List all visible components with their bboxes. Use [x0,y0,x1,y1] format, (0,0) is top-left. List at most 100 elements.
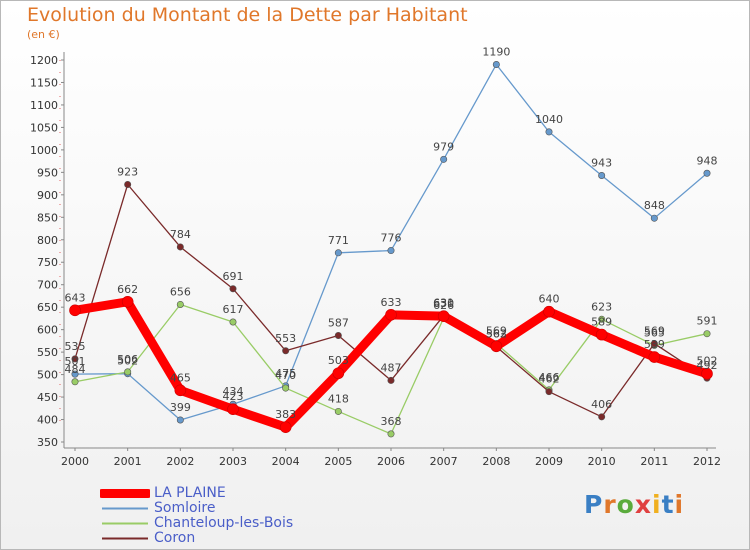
x-tick-label: 2012 [693,455,721,468]
y-tick-label: 950 [37,166,58,179]
x-tick-label: 2011 [640,455,668,468]
y-tick-label: 1050 [30,121,58,134]
data-point [334,331,342,339]
data-point [279,421,292,433]
x-tick-label: 2009 [535,455,563,468]
logo-letter: t [661,490,675,519]
data-point [229,285,237,293]
y-tick-label: 400 [37,414,58,427]
data-point [490,340,503,353]
logo-letter: i [652,490,662,519]
data-label: 923 [117,165,138,178]
data-point [282,384,290,392]
data-point [176,243,184,251]
data-point [387,430,395,438]
data-label: 423 [223,390,244,403]
legend-label: Coron [154,530,196,546]
data-label: 434 [223,385,244,398]
data-point [545,128,553,136]
data-point [124,180,132,188]
data-label: 848 [644,199,665,212]
data-point [282,347,290,355]
data-label: 565 [644,326,665,339]
y-tick-label: 500 [37,369,58,382]
data-label: 466 [539,371,560,384]
series-layer [69,60,713,438]
data-point [387,247,395,255]
data-point [176,416,184,424]
data-label: 539 [644,338,665,351]
data-label: 502 [117,355,138,368]
data-point [650,214,658,222]
data-label: 503 [328,354,349,367]
x-tick-label: 2004 [272,455,300,468]
legend-swatch [102,537,148,540]
y-tick-label: 900 [37,189,58,202]
y-tick-label: 750 [37,256,58,269]
data-point [703,169,711,177]
data-label: 948 [697,154,718,167]
chart-title: Evolution du Montant de la Dette par Hab… [27,4,468,26]
data-label: 368 [381,415,402,428]
data-label: 617 [223,303,244,316]
x-tick-label: 2006 [377,455,405,468]
data-point [176,300,184,308]
data-label: 587 [328,316,349,329]
y-tick-label: 1100 [30,99,58,112]
data-point [69,304,81,317]
data-label: 589 [591,316,612,329]
data-label: 640 [539,293,560,306]
logo-letter: P [584,490,604,519]
legend-label: Chanteloup-les-Bois [154,515,294,531]
data-label: 784 [170,228,191,241]
data-point [598,413,606,421]
line-chart: 350 400 450 500 550 600 650 700 750 800 850 900 950 1… [30,45,721,468]
data-point [701,367,713,380]
data-point [598,171,606,179]
data-point [71,355,79,363]
data-label: 470 [275,369,296,382]
x-tick-label: 2005 [324,455,352,468]
logo-letter: i [674,490,685,519]
data-point [71,378,79,386]
data-point [703,330,711,338]
logo-letter: x [634,490,652,519]
data-point [229,318,237,326]
legend-swatch [102,522,148,525]
data-label: 776 [381,232,402,245]
legend-item-coron: Coron [100,531,293,546]
data-label: 1040 [535,113,563,126]
x-tick-label: 2002 [166,455,194,468]
data-label: 399 [170,401,191,414]
data-label: 662 [117,283,138,296]
unit-label: (en €) [27,28,60,41]
legend-swatch [100,489,150,498]
data-point [545,388,553,396]
series-la-plaine [69,295,713,433]
data-label: 623 [591,300,612,313]
legend-swatch [102,507,148,510]
data-label: 979 [433,140,454,153]
data-label: 462 [539,373,560,386]
data-label: 501 [65,355,86,368]
y-tick-label: 600 [37,324,58,337]
y-tick-label: 700 [37,279,58,292]
data-point [492,60,500,68]
data-point [598,315,606,323]
data-point [595,328,608,341]
x-tick-label: 2007 [430,455,458,468]
data-point [543,305,555,318]
data-point [648,351,661,363]
y-tick-label: 450 [37,391,58,404]
y-tick-label: 800 [37,234,58,247]
data-label: 691 [223,270,244,283]
axes: 350 400 450 500 550 600 650 700 750 800 850 900 950 1… [30,52,721,468]
y-tick-label: 550 [37,346,58,359]
y-tick-label: 850 [37,211,58,224]
data-label: 656 [170,285,191,298]
data-label: 943 [591,156,612,169]
data-label: 383 [275,408,296,421]
data-point [440,155,448,163]
data-label: 406 [591,398,612,411]
data-label: 631 [433,297,454,310]
